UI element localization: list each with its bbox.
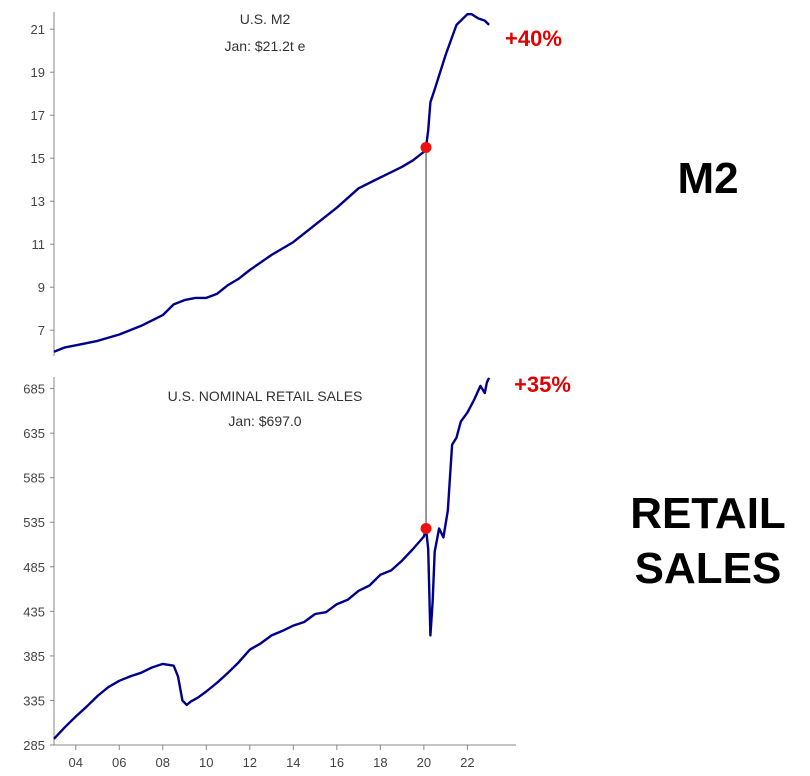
panel-2-series-line bbox=[53, 377, 491, 740]
panel-2-y-tick-label: 285 bbox=[23, 738, 45, 753]
panel-1-series-line bbox=[53, 13, 490, 353]
panel-1-y-tick-label: 17 bbox=[31, 108, 45, 123]
retail-title: U.S. NOMINAL RETAIL SALES bbox=[168, 388, 363, 404]
x-tick-label: 20 bbox=[417, 755, 431, 770]
x-tick-label: 18 bbox=[373, 755, 387, 770]
m2-title: U.S. M2 bbox=[240, 11, 291, 27]
m2-panel-label: M2 bbox=[677, 154, 738, 203]
x-tick-label: 12 bbox=[243, 755, 257, 770]
panel-1-y-tick-label: 19 bbox=[31, 65, 45, 80]
panel-1-y-tick-label: 9 bbox=[38, 280, 45, 295]
x-tick-label: 10 bbox=[199, 755, 213, 770]
retail-panel-label-line1: RETAIL bbox=[630, 489, 786, 538]
retail-subtitle: Jan: $697.0 bbox=[228, 413, 301, 429]
x-tick-label: 04 bbox=[69, 755, 83, 770]
x-tick-label: 06 bbox=[112, 755, 126, 770]
panel-2-y-tick-label: 535 bbox=[23, 515, 45, 530]
panel-2-y-tick-label: 485 bbox=[23, 560, 45, 575]
x-tick-label: 08 bbox=[156, 755, 170, 770]
panel-2-y-tick-label: 435 bbox=[23, 604, 45, 619]
series-layer bbox=[53, 13, 491, 740]
panel-1-marker-dot bbox=[420, 141, 432, 153]
marker-layer bbox=[420, 141, 432, 534]
panel-2-y-tick-label: 585 bbox=[23, 471, 45, 486]
x-tick-label: 16 bbox=[330, 755, 344, 770]
retail-change-callout: +35% bbox=[514, 372, 571, 397]
retail-panel-label-line2: SALES bbox=[635, 544, 782, 593]
panel-1-y-tick-label: 15 bbox=[31, 151, 45, 166]
panel-2-y-tick-label: 335 bbox=[23, 693, 45, 708]
x-tick-label: 14 bbox=[286, 755, 300, 770]
panel-1-y-tick-label: 21 bbox=[31, 22, 45, 37]
panel-2-marker-dot bbox=[420, 522, 432, 534]
panel-1-y-tick-label: 11 bbox=[32, 237, 46, 252]
m2-change-callout: +40% bbox=[505, 26, 562, 51]
panel-2-y-tick-label: 385 bbox=[23, 649, 45, 664]
m2-subtitle: Jan: $21.2t e bbox=[225, 38, 306, 54]
panel-2-y-tick-label: 635 bbox=[23, 426, 45, 441]
panel-1-y-tick-label: 7 bbox=[38, 323, 45, 338]
panel-2-y-tick-label: 685 bbox=[23, 382, 45, 397]
panel-1-y-tick-label: 13 bbox=[31, 194, 45, 209]
x-tick-label: 22 bbox=[460, 755, 474, 770]
text-layer: U.S. M2 Jan: $21.2t e +40% M2 U.S. NOMIN… bbox=[168, 11, 786, 593]
axes-layer: 7 9 11 13 15 17 19 21 285 335 385 435 485 535 585 635 68… bbox=[23, 12, 516, 770]
